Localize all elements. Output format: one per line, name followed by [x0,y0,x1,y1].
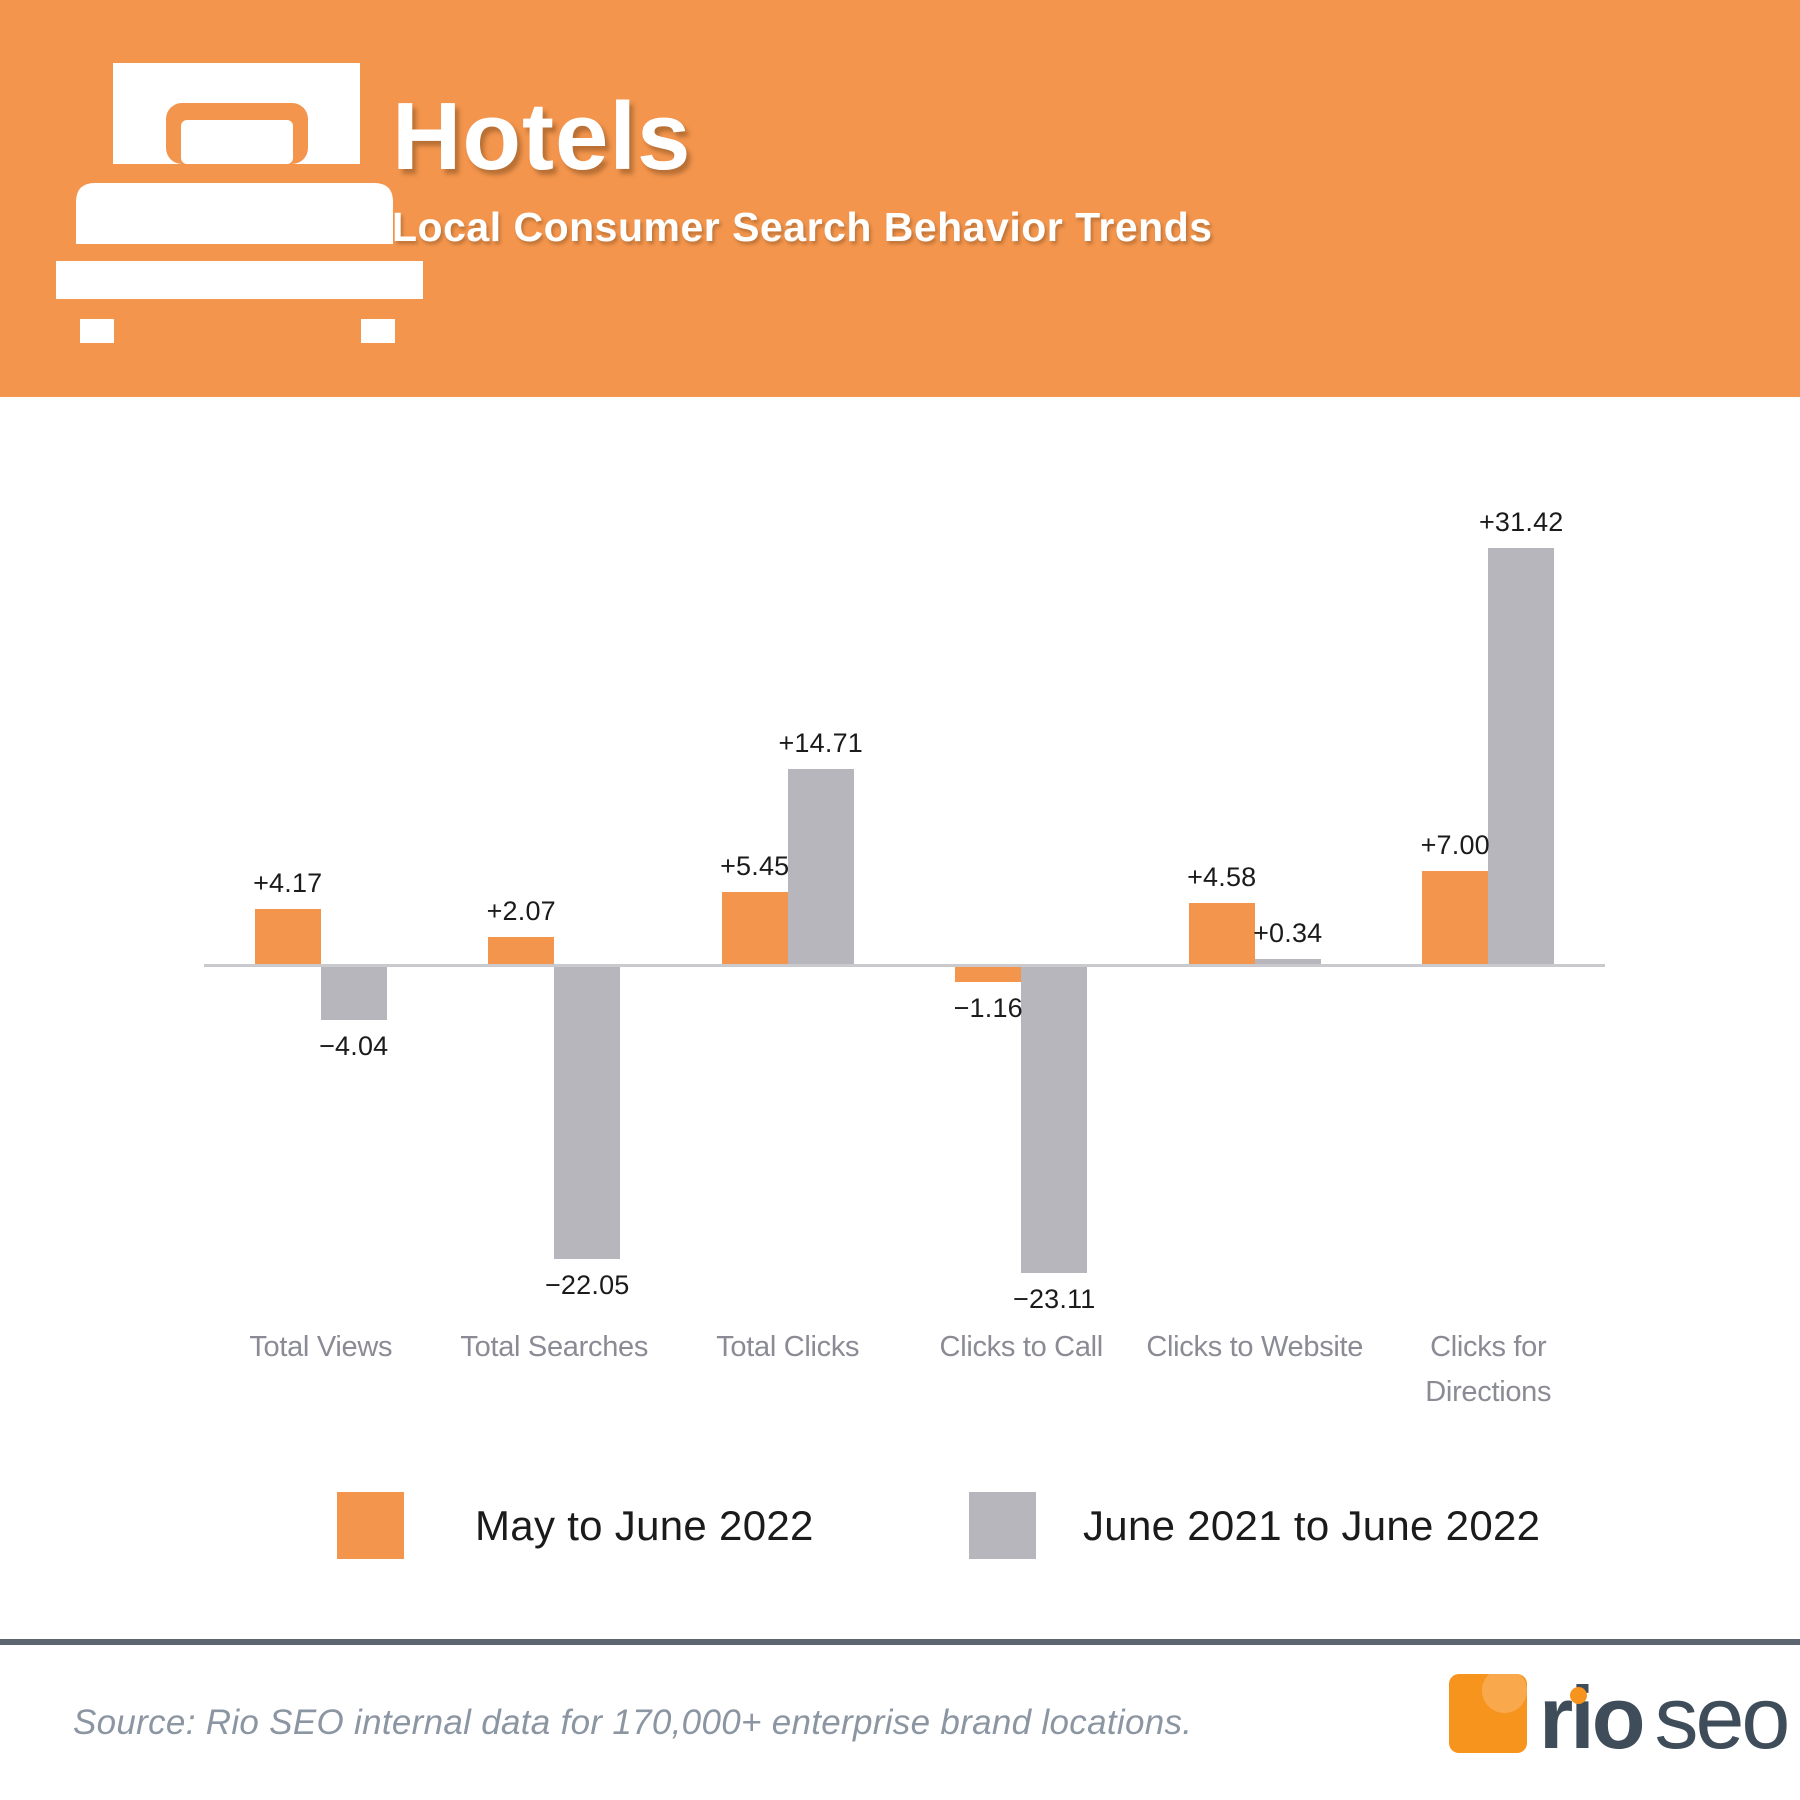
x-axis-line [204,964,1605,967]
logo-word-rio: rio [1539,1668,1645,1767]
category-label-clicks-for-directions: Clicks for Directions [1425,1331,1552,1408]
header-titles: Hotels Local Consumer Search Behavior Tr… [392,84,1213,251]
legend-label: May to June 2022 [475,1502,814,1549]
logo-word-seo: seo [1654,1668,1790,1767]
header-band: Hotels Local Consumer Search Behavior Tr… [0,0,1800,397]
logo-i-dot [1570,1687,1587,1704]
legend-swatch-june-2021-to-june-2022 [969,1492,1036,1559]
category-label-clicks-to-call: Clicks to Call [939,1331,1104,1363]
bar-total-searches-june-2021-to-june-2022 [554,967,621,1259]
legend-label: June 2021 to June 2022 [1083,1502,1541,1549]
bar-clicks-to-website-may-to-june-2022 [1188,903,1255,964]
bar-clicks-to-call-june-2021-to-june-2022 [1021,967,1088,1273]
logo-bubble-icon [1482,1674,1527,1713]
bar-value-label: +0.34 [1253,918,1323,949]
bar-clicks-for-directions-may-to-june-2022 [1422,871,1489,964]
bar-total-views-june-2021-to-june-2022 [320,967,387,1021]
bar-value-label: −1.16 [953,993,1023,1024]
bar-total-clicks-june-2021-to-june-2022 [787,769,854,964]
category-label-total-clicks: Total Clicks [716,1331,860,1363]
bar-value-label: +14.71 [778,728,864,759]
logo-wordmark: rio seo [1539,1668,1790,1767]
rioseo-logo: rio seo [1449,1674,1790,1762]
source-attribution: Source: Rio SEO internal data for 170,00… [73,1703,1193,1742]
bar-value-label: +4.17 [253,867,323,898]
category-label-total-views: Total Views [249,1331,393,1363]
bar-value-label: −22.05 [544,1269,630,1300]
page-subtitle: Local Consumer Search Behavior Trends [392,203,1213,250]
bed-icon [56,63,423,343]
bar-clicks-to-call-may-to-june-2022 [955,967,1022,983]
bar-value-label: −4.04 [319,1031,389,1062]
bar-chart: +4.17 −4.04 Total Views +2.07 −22.05 Total Se… [204,420,1605,1408]
bar-clicks-to-website-june-2021-to-june-2022 [1254,959,1321,964]
bar-total-views-may-to-june-2022 [254,908,321,964]
logo-orange-square-icon [1449,1674,1527,1753]
bar-total-clicks-may-to-june-2022 [721,891,788,964]
bar-value-label: +2.07 [486,895,556,926]
bar-total-searches-may-to-june-2022 [488,936,555,964]
bar-value-label: +7.00 [1420,830,1490,861]
bar-value-label: +5.45 [720,850,790,881]
footer-divider [0,1639,1800,1645]
bar-value-label: +4.58 [1187,862,1257,893]
category-label-total-searches: Total Searches [460,1331,649,1363]
category-label-clicks-to-website: Clicks to Website [1146,1331,1364,1363]
bar-value-label: −23.11 [1012,1283,1096,1314]
page-title: Hotels [392,83,692,190]
bar-clicks-for-directions-june-2021-to-june-2022 [1488,547,1555,964]
legend-swatch-may-to-june-2022 [337,1492,404,1559]
bar-value-label: +31.42 [1478,506,1564,537]
